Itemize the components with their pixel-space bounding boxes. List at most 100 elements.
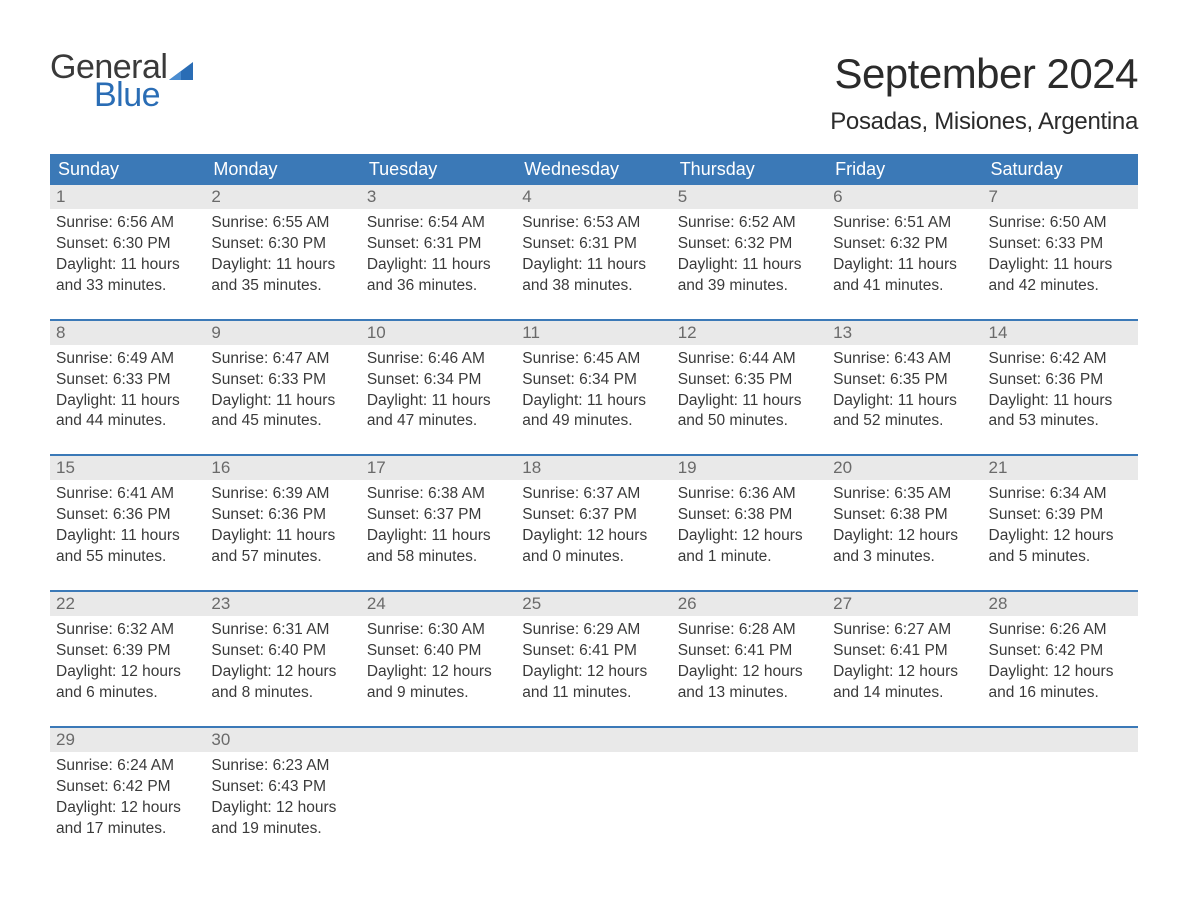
daylight-text: and 39 minutes. [678,276,821,297]
day-number: 9 [205,321,360,345]
calendar-day-cell: 6Sunrise: 6:51 AMSunset: 6:32 PMDaylight… [827,185,982,301]
day-details: Sunrise: 6:49 AMSunset: 6:33 PMDaylight:… [50,345,205,437]
daylight-text: and 50 minutes. [678,411,821,432]
calendar-day-cell: 3Sunrise: 6:54 AMSunset: 6:31 PMDaylight… [361,185,516,301]
day-details: Sunrise: 6:46 AMSunset: 6:34 PMDaylight:… [361,345,516,437]
daylight-text: Daylight: 12 hours [522,662,665,683]
page-header: General Blue September 2024 Posadas, Mis… [50,50,1138,136]
day-number: . [672,728,827,752]
sunrise-text: Sunrise: 6:26 AM [989,620,1132,641]
day-number: 20 [827,456,982,480]
day-number: 21 [983,456,1138,480]
sunset-text: Sunset: 6:41 PM [833,641,976,662]
daylight-text: Daylight: 12 hours [989,526,1132,547]
day-number: 23 [205,592,360,616]
day-details: Sunrise: 6:50 AMSunset: 6:33 PMDaylight:… [983,209,1138,301]
sunrise-text: Sunrise: 6:42 AM [989,349,1132,370]
day-number: 26 [672,592,827,616]
calendar-day-cell: 23Sunrise: 6:31 AMSunset: 6:40 PMDayligh… [205,592,360,708]
day-number: 27 [827,592,982,616]
daylight-text: and 53 minutes. [989,411,1132,432]
sunrise-text: Sunrise: 6:35 AM [833,484,976,505]
daylight-text: and 52 minutes. [833,411,976,432]
calendar-day-cell: 17Sunrise: 6:38 AMSunset: 6:37 PMDayligh… [361,456,516,572]
daylight-text: Daylight: 12 hours [833,526,976,547]
calendar-day-cell: 11Sunrise: 6:45 AMSunset: 6:34 PMDayligh… [516,321,671,437]
day-number: 12 [672,321,827,345]
weekday-header-cell: Thursday [672,154,827,185]
daylight-text: Daylight: 11 hours [367,391,510,412]
day-number: 11 [516,321,671,345]
sunset-text: Sunset: 6:32 PM [678,234,821,255]
daylight-text: Daylight: 11 hours [367,255,510,276]
daylight-text: and 16 minutes. [989,683,1132,704]
daylight-text: Daylight: 11 hours [522,255,665,276]
daylight-text: Daylight: 12 hours [56,662,199,683]
daylight-text: and 11 minutes. [522,683,665,704]
day-number: 6 [827,185,982,209]
daylight-text: Daylight: 12 hours [211,662,354,683]
weekday-header-cell: Saturday [983,154,1138,185]
sunrise-text: Sunrise: 6:34 AM [989,484,1132,505]
day-number: 14 [983,321,1138,345]
sunrise-text: Sunrise: 6:38 AM [367,484,510,505]
day-details: Sunrise: 6:26 AMSunset: 6:42 PMDaylight:… [983,616,1138,708]
sunset-text: Sunset: 6:42 PM [989,641,1132,662]
calendar-day-cell: 21Sunrise: 6:34 AMSunset: 6:39 PMDayligh… [983,456,1138,572]
calendar-week-row: 29Sunrise: 6:24 AMSunset: 6:42 PMDayligh… [50,726,1138,844]
day-number: 3 [361,185,516,209]
day-number: 18 [516,456,671,480]
day-details: Sunrise: 6:54 AMSunset: 6:31 PMDaylight:… [361,209,516,301]
calendar-day-cell: 30Sunrise: 6:23 AMSunset: 6:43 PMDayligh… [205,728,360,844]
calendar-day-cell: 26Sunrise: 6:28 AMSunset: 6:41 PMDayligh… [672,592,827,708]
calendar-day-cell: 5Sunrise: 6:52 AMSunset: 6:32 PMDaylight… [672,185,827,301]
calendar-day-cell: 2Sunrise: 6:55 AMSunset: 6:30 PMDaylight… [205,185,360,301]
day-number: . [827,728,982,752]
sunrise-text: Sunrise: 6:50 AM [989,213,1132,234]
sunrise-text: Sunrise: 6:49 AM [56,349,199,370]
day-details: Sunrise: 6:32 AMSunset: 6:39 PMDaylight:… [50,616,205,708]
sunrise-text: Sunrise: 6:51 AM [833,213,976,234]
day-number: 17 [361,456,516,480]
sunrise-text: Sunrise: 6:41 AM [56,484,199,505]
day-details: Sunrise: 6:39 AMSunset: 6:36 PMDaylight:… [205,480,360,572]
title-block: September 2024 Posadas, Misiones, Argent… [830,50,1138,136]
calendar-day-cell: . [983,728,1138,844]
daylight-text: Daylight: 11 hours [211,391,354,412]
day-number: 16 [205,456,360,480]
daylight-text: and 5 minutes. [989,547,1132,568]
calendar-week-row: 22Sunrise: 6:32 AMSunset: 6:39 PMDayligh… [50,590,1138,708]
sunrise-text: Sunrise: 6:46 AM [367,349,510,370]
daylight-text: and 57 minutes. [211,547,354,568]
logo-text-blue: Blue [94,78,193,112]
calendar-day-cell: 7Sunrise: 6:50 AMSunset: 6:33 PMDaylight… [983,185,1138,301]
sunrise-text: Sunrise: 6:53 AM [522,213,665,234]
calendar-day-cell: 13Sunrise: 6:43 AMSunset: 6:35 PMDayligh… [827,321,982,437]
calendar-week-row: 8Sunrise: 6:49 AMSunset: 6:33 PMDaylight… [50,319,1138,437]
day-number: 29 [50,728,205,752]
day-details: Sunrise: 6:36 AMSunset: 6:38 PMDaylight:… [672,480,827,572]
calendar-day-cell: 24Sunrise: 6:30 AMSunset: 6:40 PMDayligh… [361,592,516,708]
daylight-text: and 45 minutes. [211,411,354,432]
sunrise-text: Sunrise: 6:43 AM [833,349,976,370]
sunset-text: Sunset: 6:34 PM [367,370,510,391]
daylight-text: and 8 minutes. [211,683,354,704]
daylight-text: and 49 minutes. [522,411,665,432]
daylight-text: and 36 minutes. [367,276,510,297]
calendar-day-cell: 9Sunrise: 6:47 AMSunset: 6:33 PMDaylight… [205,321,360,437]
day-details: Sunrise: 6:53 AMSunset: 6:31 PMDaylight:… [516,209,671,301]
daylight-text: and 13 minutes. [678,683,821,704]
sunrise-text: Sunrise: 6:55 AM [211,213,354,234]
sunrise-text: Sunrise: 6:37 AM [522,484,665,505]
weekday-header-cell: Wednesday [516,154,671,185]
calendar-day-cell: 25Sunrise: 6:29 AMSunset: 6:41 PMDayligh… [516,592,671,708]
sunset-text: Sunset: 6:38 PM [678,505,821,526]
day-details: Sunrise: 6:27 AMSunset: 6:41 PMDaylight:… [827,616,982,708]
calendar-day-cell: 22Sunrise: 6:32 AMSunset: 6:39 PMDayligh… [50,592,205,708]
sunset-text: Sunset: 6:36 PM [56,505,199,526]
sunset-text: Sunset: 6:32 PM [833,234,976,255]
daylight-text: and 33 minutes. [56,276,199,297]
daylight-text: Daylight: 11 hours [989,255,1132,276]
day-details: Sunrise: 6:24 AMSunset: 6:42 PMDaylight:… [50,752,205,844]
daylight-text: and 19 minutes. [211,819,354,840]
